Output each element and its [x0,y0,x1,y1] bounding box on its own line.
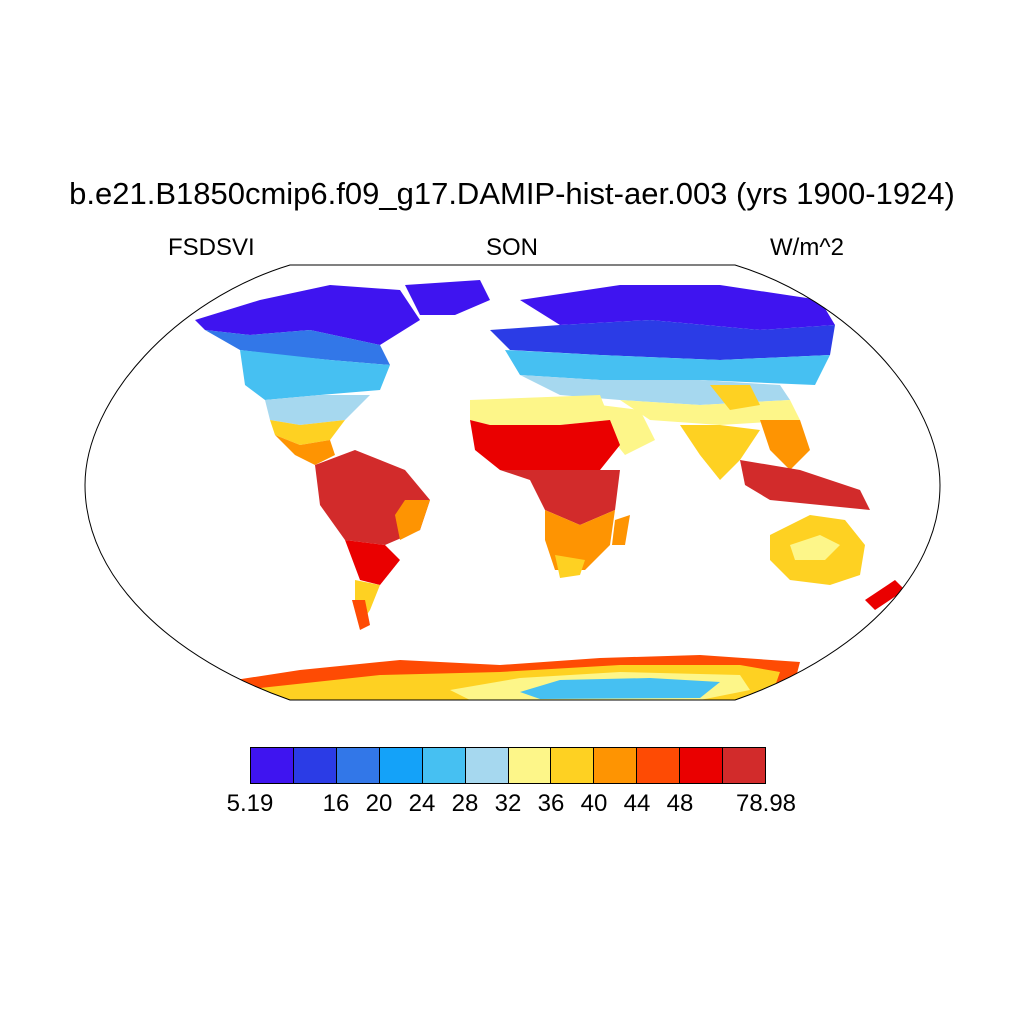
land-africa-tip [555,555,585,578]
land-eurasia-mid [505,350,830,385]
land-new-zealand [865,580,905,610]
colorbar-tick-label: 44 [623,790,651,817]
colorbar-swatch [637,748,681,783]
colorbar-tick-label: 32 [494,790,522,817]
land-eurasia-north [490,320,835,360]
land-africa-center [500,470,620,525]
colorbar-tick-label: 24 [408,790,436,817]
season-label: SON [485,234,538,261]
colorbar-tick-label: 20 [365,790,393,817]
land-antarctica-core [520,678,720,699]
colorbar-tick-label: 48 [666,790,694,817]
land-indonesia [740,460,870,510]
colorbar-swatch [379,748,423,783]
colorbar-swatch [251,748,294,783]
colorbar-swatch [293,748,337,783]
colorbar-tick-label: 5.19 [226,790,274,817]
land-patagonia [352,600,370,630]
land-greenland [405,280,490,315]
land-india [680,425,760,480]
colorbar-swatch [336,748,380,783]
land-africa-north [470,395,610,425]
land-tibet [710,385,760,410]
colorbar-swatch [594,748,638,783]
land-south-america-east [395,500,430,540]
colorbar-tick-label: 36 [537,790,565,817]
colorbar [250,747,766,784]
globe-outline [84,264,941,701]
land-north-america-mid [240,350,390,400]
land-north-america-north [205,330,390,365]
colorbar-swatch [551,748,595,783]
colorbar-tick-label: 16 [322,790,350,817]
land-africa-sahel [470,420,620,470]
land-north-america-south [265,395,370,425]
units-label: W/m^2 [770,234,844,261]
colorbar-swatch [723,748,766,783]
land-central-america [275,435,335,465]
land-africa-south [545,510,615,570]
land-southeast-asia [760,420,810,470]
colorbar-tick-label: 78.98 [735,790,797,817]
land-north-america-arctic [195,285,420,345]
variable-label: FSDSVI [168,234,255,261]
land-madagascar [612,515,630,545]
land-north-america-gulf [270,420,345,445]
colorbar-swatch [422,748,466,783]
colorbar-tick-label: 40 [580,790,608,817]
land-south-america-mid [345,540,400,585]
land-eurasia-arctic [520,285,835,330]
colorbar-swatch [465,748,509,783]
colorbar-swatch [680,748,724,783]
colorbar-tick-label: 28 [451,790,479,817]
land-arabia [600,405,655,455]
colorbar-swatch [508,748,552,783]
plot-title: b.e21.B1850cmip6.f09_g17.DAMIP-hist-aer.… [69,176,955,211]
land-australia-interior [790,535,840,560]
land-asia-subtropics [620,400,800,425]
